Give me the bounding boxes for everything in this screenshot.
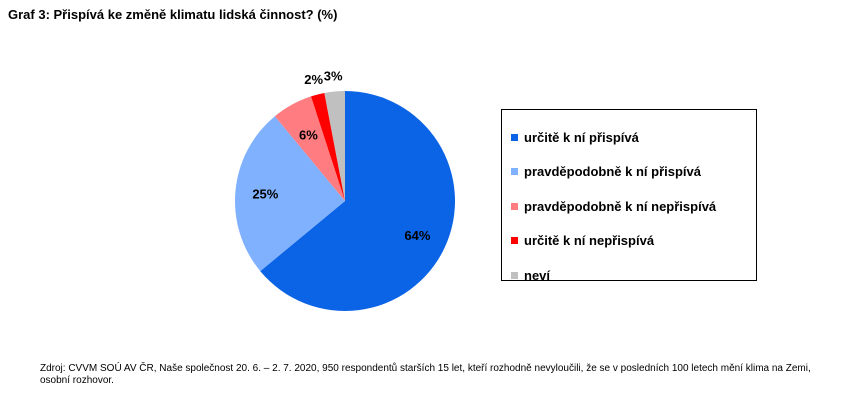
- pie-slice-3: [274, 96, 345, 201]
- legend-item-urcite-neprispiva: určitě k ní nepřispívá: [502, 224, 756, 259]
- legend-swatch: [511, 133, 518, 141]
- pie-slice-4: [311, 92, 345, 201]
- pie-slice-5: [324, 91, 345, 201]
- slice-label-4: 2%: [304, 72, 323, 87]
- legend-label: neví: [524, 267, 551, 283]
- legend-swatch: [511, 237, 518, 245]
- legend: určitě k ní přispívá pravděpodobně k ní …: [501, 109, 757, 283]
- legend-swatch: [511, 168, 518, 176]
- legend-label: určitě k ní nepřispívá: [524, 233, 655, 249]
- pie-slice-1: [260, 91, 455, 311]
- legend-item-urcite-prispiva: určitě k ní přispívá: [502, 120, 756, 155]
- pie-slice-2: [234, 116, 345, 272]
- chart-title: Graf 3: Přispívá ke změně klimatu lidská…: [8, 7, 338, 22]
- legend-label: určitě k ní přispívá: [524, 129, 639, 145]
- legend-label: pravděpodobně k ní nepřispívá: [524, 198, 717, 214]
- legend-item-pravdepodobne-prispiva: pravděpodobně k ní přispívá: [502, 155, 756, 190]
- legend-swatch: [511, 202, 518, 210]
- legend-item-nevi: neví: [502, 258, 756, 293]
- slice-label-3: 6%: [299, 127, 318, 142]
- legend-swatch: [511, 271, 518, 279]
- slice-label-1: 64%: [404, 228, 430, 243]
- legend-label: pravděpodobně k ní přispívá: [524, 164, 701, 180]
- source-note: Zdroj: CVVM SOÚ AV ČR, Naše společnost 2…: [40, 363, 811, 386]
- legend-item-pravdepodobne-neprispiva: pravděpodobně k ní nepřispívá: [502, 189, 756, 224]
- slice-label-2: 25%: [252, 186, 278, 201]
- slice-label-5: 3%: [324, 69, 343, 84]
